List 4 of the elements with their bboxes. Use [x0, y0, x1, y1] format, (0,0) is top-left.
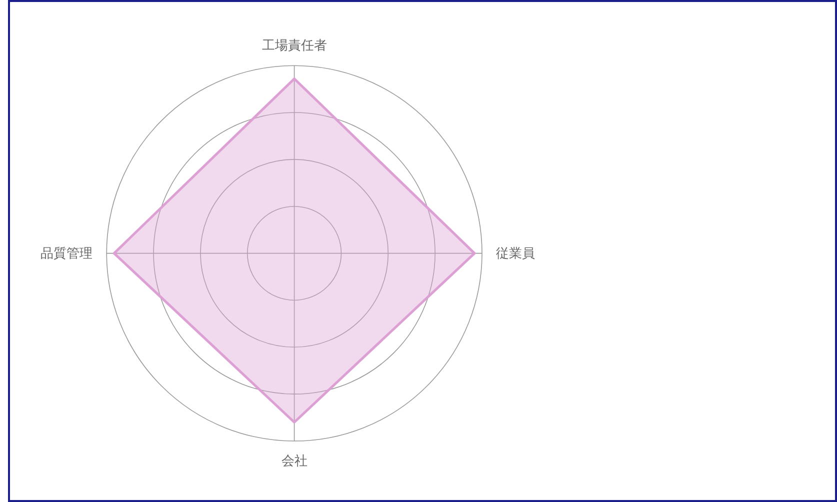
spoke-label: 品質管理	[40, 246, 93, 262]
spoke-label: 従業員	[496, 246, 535, 262]
spoke-label: 会社	[281, 454, 308, 469]
spoke-label: 工場責任者	[262, 38, 327, 54]
